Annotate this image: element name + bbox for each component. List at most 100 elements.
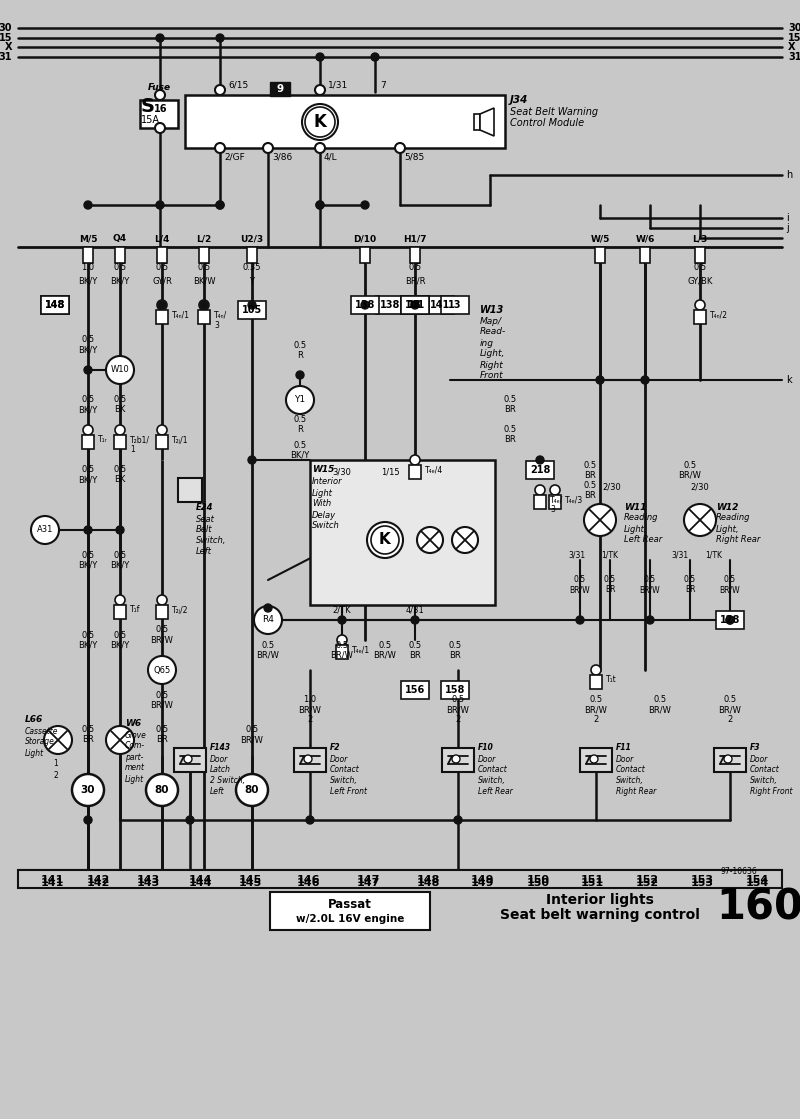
- Circle shape: [84, 366, 92, 374]
- Text: 0.5: 0.5: [654, 696, 666, 705]
- Text: 2: 2: [455, 715, 461, 724]
- Text: Door: Door: [330, 754, 348, 763]
- Text: Right Rear: Right Rear: [616, 788, 656, 797]
- Bar: [18, 869, 782, 888]
- Text: 13: 13: [408, 300, 422, 310]
- Text: 0.5: 0.5: [723, 696, 737, 705]
- Bar: [580, 747, 612, 772]
- Text: Right: Right: [480, 360, 504, 369]
- Text: 30: 30: [81, 786, 95, 794]
- Circle shape: [106, 356, 134, 384]
- Text: 0.5: 0.5: [683, 461, 697, 470]
- Text: BR: BR: [504, 435, 516, 444]
- Text: T₄ₙ/: T₄ₙ/: [214, 310, 227, 320]
- Text: Light,: Light,: [480, 349, 506, 358]
- Bar: [247, 247, 257, 263]
- Text: 143: 143: [136, 875, 160, 885]
- Text: Glove: Glove: [125, 731, 147, 740]
- Text: 2: 2: [307, 715, 313, 724]
- Text: 0.5: 0.5: [644, 575, 656, 584]
- Text: T₄ₑ/3: T₄ₑ/3: [565, 496, 583, 505]
- Circle shape: [411, 301, 419, 309]
- Text: 1/TK: 1/TK: [706, 551, 722, 560]
- Text: 2: 2: [54, 771, 58, 780]
- Text: BR/W: BR/W: [330, 650, 354, 659]
- Text: BR: BR: [156, 735, 168, 744]
- Text: BR/W: BR/W: [150, 700, 174, 709]
- Circle shape: [248, 301, 256, 309]
- Text: 1.0: 1.0: [82, 263, 94, 273]
- Text: 1: 1: [54, 760, 58, 769]
- Circle shape: [411, 615, 419, 624]
- Text: 149: 149: [470, 875, 494, 885]
- Circle shape: [186, 816, 194, 824]
- Text: Switch,: Switch,: [330, 777, 358, 786]
- Text: Switch,: Switch,: [616, 777, 644, 786]
- Text: BK: BK: [114, 405, 126, 414]
- Text: 0.5: 0.5: [590, 696, 602, 705]
- Text: BK/Y: BK/Y: [78, 640, 98, 649]
- Circle shape: [156, 34, 164, 43]
- Text: 160: 160: [717, 887, 800, 929]
- Circle shape: [536, 457, 544, 464]
- Text: 0.5: 0.5: [503, 395, 517, 404]
- Circle shape: [726, 615, 734, 624]
- Circle shape: [646, 615, 654, 624]
- Text: 152: 152: [635, 878, 658, 888]
- Text: Contact: Contact: [616, 765, 646, 774]
- Text: T₄ₙ/2: T₄ₙ/2: [710, 310, 728, 320]
- Text: 7: 7: [380, 81, 386, 90]
- Text: 5/85: 5/85: [404, 152, 424, 161]
- Text: Delay: Delay: [312, 510, 336, 519]
- Bar: [401, 297, 429, 314]
- Text: Reading: Reading: [624, 514, 658, 523]
- Circle shape: [584, 504, 616, 536]
- Text: L/2: L/2: [196, 235, 212, 244]
- Bar: [360, 247, 370, 263]
- Text: 148: 148: [416, 878, 440, 888]
- Text: Switch,: Switch,: [750, 777, 778, 786]
- Text: Control Module: Control Module: [510, 117, 584, 128]
- Text: 30: 30: [788, 23, 800, 32]
- Text: Switch,: Switch,: [196, 536, 226, 545]
- Circle shape: [726, 615, 734, 624]
- Text: Y: Y: [250, 276, 254, 285]
- Circle shape: [263, 143, 273, 153]
- Circle shape: [304, 755, 312, 763]
- Bar: [156, 435, 168, 449]
- Text: Left Rear: Left Rear: [624, 536, 662, 545]
- Text: BK/W: BK/W: [193, 276, 215, 285]
- Circle shape: [596, 376, 604, 384]
- Circle shape: [157, 300, 167, 310]
- Bar: [401, 681, 429, 699]
- Text: K: K: [314, 113, 326, 131]
- Text: 3: 3: [214, 320, 219, 329]
- Bar: [115, 247, 125, 263]
- Text: BR/W: BR/W: [570, 585, 590, 594]
- Text: 0.5: 0.5: [335, 640, 349, 649]
- Text: 146: 146: [296, 878, 320, 888]
- Bar: [695, 247, 705, 263]
- Text: Read-: Read-: [480, 328, 506, 337]
- Text: 3/31: 3/31: [569, 551, 586, 560]
- Text: Seat: Seat: [196, 515, 215, 524]
- Text: 151: 151: [581, 878, 603, 888]
- Text: T₄ₙ/1: T₄ₙ/1: [172, 310, 190, 320]
- Text: With: With: [312, 499, 331, 508]
- Text: K: K: [379, 533, 391, 547]
- Text: BR: BR: [82, 735, 94, 744]
- Circle shape: [44, 726, 72, 754]
- Circle shape: [724, 755, 732, 763]
- Circle shape: [302, 104, 338, 140]
- Text: Storage: Storage: [25, 737, 55, 746]
- Text: 0.5: 0.5: [378, 640, 391, 649]
- Text: 154: 154: [746, 875, 769, 885]
- Text: 2/30: 2/30: [690, 482, 709, 491]
- Circle shape: [116, 526, 124, 534]
- Bar: [238, 301, 266, 319]
- Text: Switch,: Switch,: [478, 777, 506, 786]
- Text: L66: L66: [25, 715, 43, 724]
- Text: 142: 142: [86, 875, 110, 885]
- Bar: [441, 297, 469, 314]
- Text: 145: 145: [238, 878, 262, 888]
